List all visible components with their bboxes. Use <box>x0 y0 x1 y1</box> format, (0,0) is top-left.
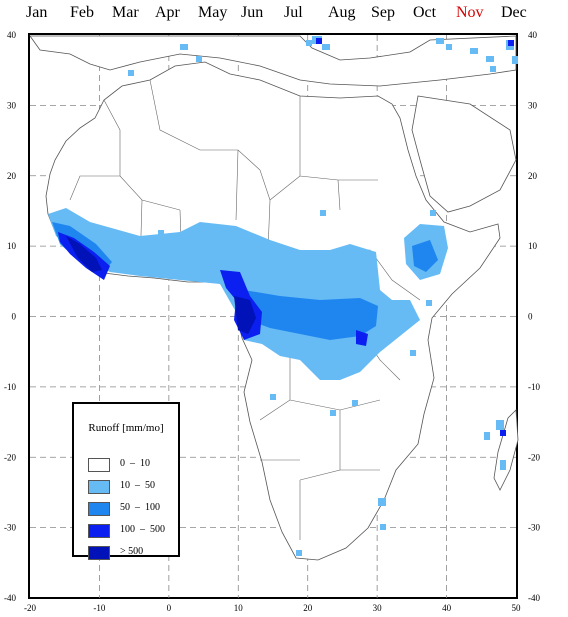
legend-row: 0 – 10 <box>88 458 178 474</box>
europe-outline <box>29 35 517 87</box>
legend-row: 50 – 100 <box>88 502 178 518</box>
legend-row: 10 – 50 <box>88 480 178 496</box>
legend-label: 100 – 500 <box>120 524 165 535</box>
legend-swatch <box>88 524 110 538</box>
legend-label: > 500 <box>120 546 144 557</box>
runoff-cell <box>270 394 276 400</box>
runoff-cell <box>500 460 506 470</box>
runoff-region <box>412 240 438 272</box>
runoff-cell <box>330 410 336 416</box>
month-oct[interactable]: Oct <box>413 4 437 21</box>
month-selector: Jan Feb Mar Apr May Jun Jul Aug Sep Oct Nov Dec <box>0 4 568 28</box>
y-tick-label-left: 10 <box>7 241 17 251</box>
y-tick-label-right: 40 <box>528 30 538 40</box>
month-may[interactable]: May <box>198 4 228 21</box>
y-tick-label-left: -20 <box>4 452 16 462</box>
y-tick-label-left: 0 <box>12 312 17 322</box>
legend-swatch <box>88 458 110 472</box>
x-tick-label: 50 <box>512 603 522 613</box>
runoff-cell <box>180 44 188 50</box>
month-nov[interactable]: Nov <box>456 4 484 21</box>
runoff-cell <box>296 550 302 556</box>
y-tick-label-left: 20 <box>7 171 17 181</box>
y-tick-label-right: -10 <box>528 382 540 392</box>
runoff-region <box>356 330 368 346</box>
month-sep[interactable]: Sep <box>371 4 395 21</box>
runoff-cell <box>508 40 514 46</box>
runoff-cell <box>158 230 164 236</box>
x-tick-label: -10 <box>93 603 105 613</box>
legend: Runoff [mm/mo] 0 – 10 10 – 50 50 – 100 100 … <box>72 402 180 560</box>
runoff-cell <box>496 420 504 430</box>
runoff-region <box>234 296 256 334</box>
runoff-cell <box>410 350 416 356</box>
legend-title: Runoff [mm/mo] <box>88 422 164 434</box>
y-tick-label-right: 10 <box>528 241 538 251</box>
runoff-cell <box>490 66 496 72</box>
y-tick-label-right: 20 <box>528 171 538 181</box>
month-jul[interactable]: Jul <box>284 4 303 21</box>
y-tick-label-right: 30 <box>528 100 538 110</box>
month-mar[interactable]: Mar <box>112 4 139 21</box>
x-tick-label: 20 <box>303 603 313 613</box>
x-tick-label: 0 <box>167 603 172 613</box>
x-tick-label: 30 <box>373 603 383 613</box>
runoff-cell <box>446 44 452 50</box>
y-tick-label-right: 0 <box>528 312 533 322</box>
runoff-cell <box>196 56 202 62</box>
runoff-cell <box>430 210 436 216</box>
x-tick-label: 10 <box>234 603 244 613</box>
runoff-cell <box>306 40 312 46</box>
runoff-cell <box>484 432 490 440</box>
y-tick-label-left: -40 <box>4 593 16 603</box>
x-tick-label: -20 <box>24 603 36 613</box>
y-tick-label-left: 40 <box>7 30 17 40</box>
axis-ticks: -20 -10 0 10 20 30 40 50 40 40 30 30 20 20 10 10 0 0 -10 -1… <box>4 30 540 613</box>
runoff-cell <box>436 38 444 44</box>
runoff-cell <box>500 430 506 436</box>
month-dec[interactable]: Dec <box>501 4 527 21</box>
y-tick-label-right: -30 <box>528 523 540 533</box>
month-jun[interactable]: Jun <box>241 4 264 21</box>
legend-swatch <box>88 480 110 494</box>
runoff-region <box>244 290 378 340</box>
month-aug[interactable]: Aug <box>328 4 356 21</box>
legend-label: 50 – 100 <box>120 502 160 513</box>
runoff-cell <box>380 524 386 530</box>
month-feb[interactable]: Feb <box>70 4 94 21</box>
legend-label: 10 – 50 <box>120 480 155 491</box>
runoff-cell <box>470 48 478 54</box>
y-tick-label-right: -20 <box>528 452 540 462</box>
y-tick-label-left: -30 <box>4 523 16 533</box>
y-tick-label-left: -10 <box>4 382 16 392</box>
runoff-cell <box>316 38 322 44</box>
runoff-cell <box>378 498 386 506</box>
y-tick-label-left: 30 <box>7 100 17 110</box>
runoff-cell <box>512 56 518 64</box>
runoff-cell <box>486 56 494 62</box>
runoff-cell <box>426 300 432 306</box>
legend-swatch <box>88 502 110 516</box>
legend-row: 100 – 500 <box>88 524 178 540</box>
legend-swatch <box>88 546 110 560</box>
month-jan[interactable]: Jan <box>26 4 48 21</box>
runoff-cells <box>48 36 518 556</box>
legend-row: > 500 <box>88 546 178 562</box>
runoff-cell <box>322 44 330 50</box>
runoff-region <box>66 236 102 272</box>
runoff-cell <box>128 70 134 76</box>
month-apr[interactable]: Apr <box>155 4 180 21</box>
runoff-cell <box>352 400 358 406</box>
y-tick-label-right: -40 <box>528 593 540 603</box>
arabia-outline <box>411 95 517 213</box>
x-tick-label: 40 <box>442 603 452 613</box>
legend-label: 0 – 10 <box>120 458 150 469</box>
runoff-cell <box>320 210 326 216</box>
